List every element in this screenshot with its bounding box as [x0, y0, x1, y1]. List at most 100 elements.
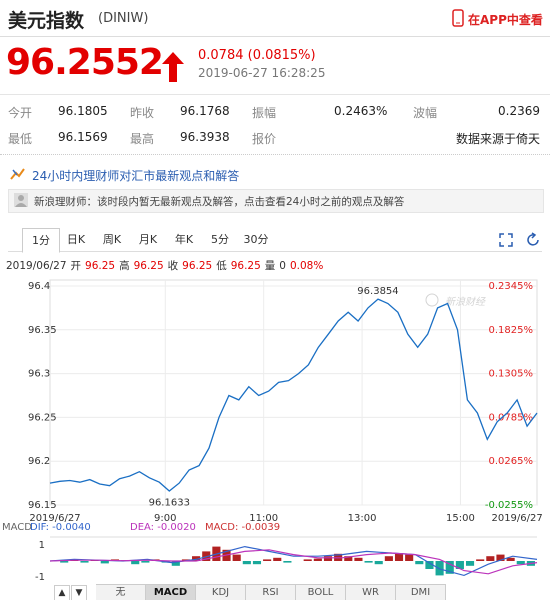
price: 96.2552: [6, 42, 164, 83]
y-tick-label: 96.2: [28, 456, 50, 467]
x-tick-label: 11:00: [249, 513, 278, 524]
stat-label: 振幅: [252, 106, 277, 120]
macd-bar: [273, 557, 282, 561]
macd-bar: [232, 554, 241, 561]
macd-bar: [445, 561, 454, 574]
stat-label: 最高: [130, 132, 155, 146]
info-text: 96.25: [85, 260, 116, 272]
indicator-tab[interactable]: RSI: [246, 584, 296, 600]
divider: [0, 154, 550, 156]
x-tick-label: 13:00: [348, 513, 377, 524]
avatar: [14, 193, 28, 207]
stat-label: 最低: [8, 132, 33, 146]
info-text: 低: [216, 260, 227, 272]
macd-bar: [415, 561, 424, 565]
macd-tick-label: 1: [39, 540, 45, 551]
chart-tab[interactable]: 5分: [211, 233, 229, 246]
y-tick-label: 96.35: [28, 325, 57, 336]
chart-tab[interactable]: 1分: [22, 228, 60, 253]
scroll-arrow[interactable]: ▲: [54, 585, 70, 600]
news-box: [8, 189, 544, 213]
x-tick-label: 2019/6/27: [29, 513, 80, 524]
info-text: 96.25: [133, 260, 164, 272]
chart: 96.4 96.35 96.3 96.25 96.2 96.15 0.2345% 0.1825…: [2, 279, 543, 583]
macd-bar: [476, 559, 485, 561]
price-change: 0.0784 (0.0815%): [198, 48, 316, 63]
x-tick-label: 2019/6/27: [491, 513, 542, 524]
news-message[interactable]: 新浪理财师：该时段内暂无最新观点及解答，点击查看24小时之前的观点及解答: [34, 196, 405, 208]
chart-tabs: 1分 日K 周K 月K 年K 5分 30分: [0, 228, 550, 253]
indicator-tab[interactable]: KDJ: [196, 584, 246, 600]
chart-tab[interactable]: 30分: [243, 233, 269, 246]
macd-bar: [354, 557, 363, 561]
tool-icons[interactable]: [498, 232, 542, 248]
macd-bar: [506, 557, 515, 561]
watermark: 新浪财经: [445, 296, 486, 308]
macd-bar: [60, 561, 69, 563]
price-line: [49, 298, 538, 492]
macd-bar: [425, 561, 434, 569]
macd-bar: [344, 556, 353, 561]
divider: [0, 94, 550, 95]
macd-bar: [131, 561, 140, 565]
tab-baseline: [8, 251, 542, 252]
y2-tick-label: 0.1825%: [489, 325, 534, 336]
indicator-tab[interactable]: WR: [346, 584, 396, 600]
y-tick-label: 96.3: [28, 369, 50, 380]
stat-value: 96.1569: [58, 130, 108, 144]
macd-bar: [455, 561, 464, 569]
plot-frame: [49, 279, 538, 506]
up-arrow: [162, 52, 184, 82]
macd-bar: [486, 556, 495, 561]
macd-bar: [283, 561, 292, 563]
stat-value: 96.1805: [58, 104, 108, 118]
macd-tick-label: -1: [35, 572, 45, 583]
extreme-label: 96.3854: [357, 286, 398, 297]
macd-bar: [303, 559, 312, 561]
indicator-tab[interactable]: 无: [96, 584, 146, 600]
indicator-tab[interactable]: DMI: [396, 584, 446, 600]
macd-bar: [465, 561, 475, 566]
x-tick-label: 9:00: [154, 513, 176, 524]
symbol-code: (DINIW): [98, 11, 149, 26]
info-text: 高: [119, 260, 130, 272]
info-text: 开: [70, 260, 82, 272]
macd-bar: [192, 556, 201, 561]
y2-tick-label: 0.0785%: [489, 412, 534, 423]
chart-tab[interactable]: 月K: [138, 233, 158, 246]
info-text: 96.25: [182, 260, 213, 272]
stat-label: 昨收: [130, 106, 155, 120]
macd-bar: [374, 561, 383, 565]
stat-value: 0.2369: [498, 104, 540, 118]
chart-tab[interactable]: 周K: [102, 233, 122, 246]
divider: [0, 36, 550, 37]
news-banner[interactable]: 24小时内理财师对汇市最新观点和解答: [32, 169, 240, 183]
macd-legend: DIF: -0.0040: [30, 522, 91, 533]
info-text: 2019/06/27: [6, 260, 67, 272]
info-text: 量: [264, 260, 276, 272]
macd-line: [49, 549, 538, 575]
scroll-arrow[interactable]: ▼: [71, 585, 87, 600]
macd-bar: [313, 558, 322, 561]
macd-bar: [405, 554, 414, 561]
macd-bar: [263, 559, 272, 561]
macd-bar: [80, 561, 89, 563]
y-tick-label: 96.15: [28, 500, 57, 511]
chart-tab[interactable]: 日K: [66, 233, 86, 246]
indicator-tab[interactable]: BOLL: [296, 584, 346, 600]
stat-value: 数据来源于倚天: [455, 132, 540, 146]
y2-tick-label: 0.0265%: [489, 456, 534, 467]
y-tick-label: 96.4: [28, 281, 50, 292]
app-link[interactable]: 在APP中查看: [468, 13, 543, 27]
chart-tab[interactable]: 年K: [174, 233, 194, 246]
indicator-tab[interactable]: MACD: [146, 584, 196, 600]
macd-bar: [394, 553, 404, 561]
trend-icon: [10, 168, 25, 180]
macd-bar: [141, 561, 150, 563]
stat-value: 96.1768: [180, 104, 230, 118]
macd-bar: [242, 561, 251, 565]
y-tick-label: 96.25: [28, 412, 57, 423]
watermark-logo: [425, 293, 439, 307]
stat-label: 今开: [8, 106, 33, 120]
